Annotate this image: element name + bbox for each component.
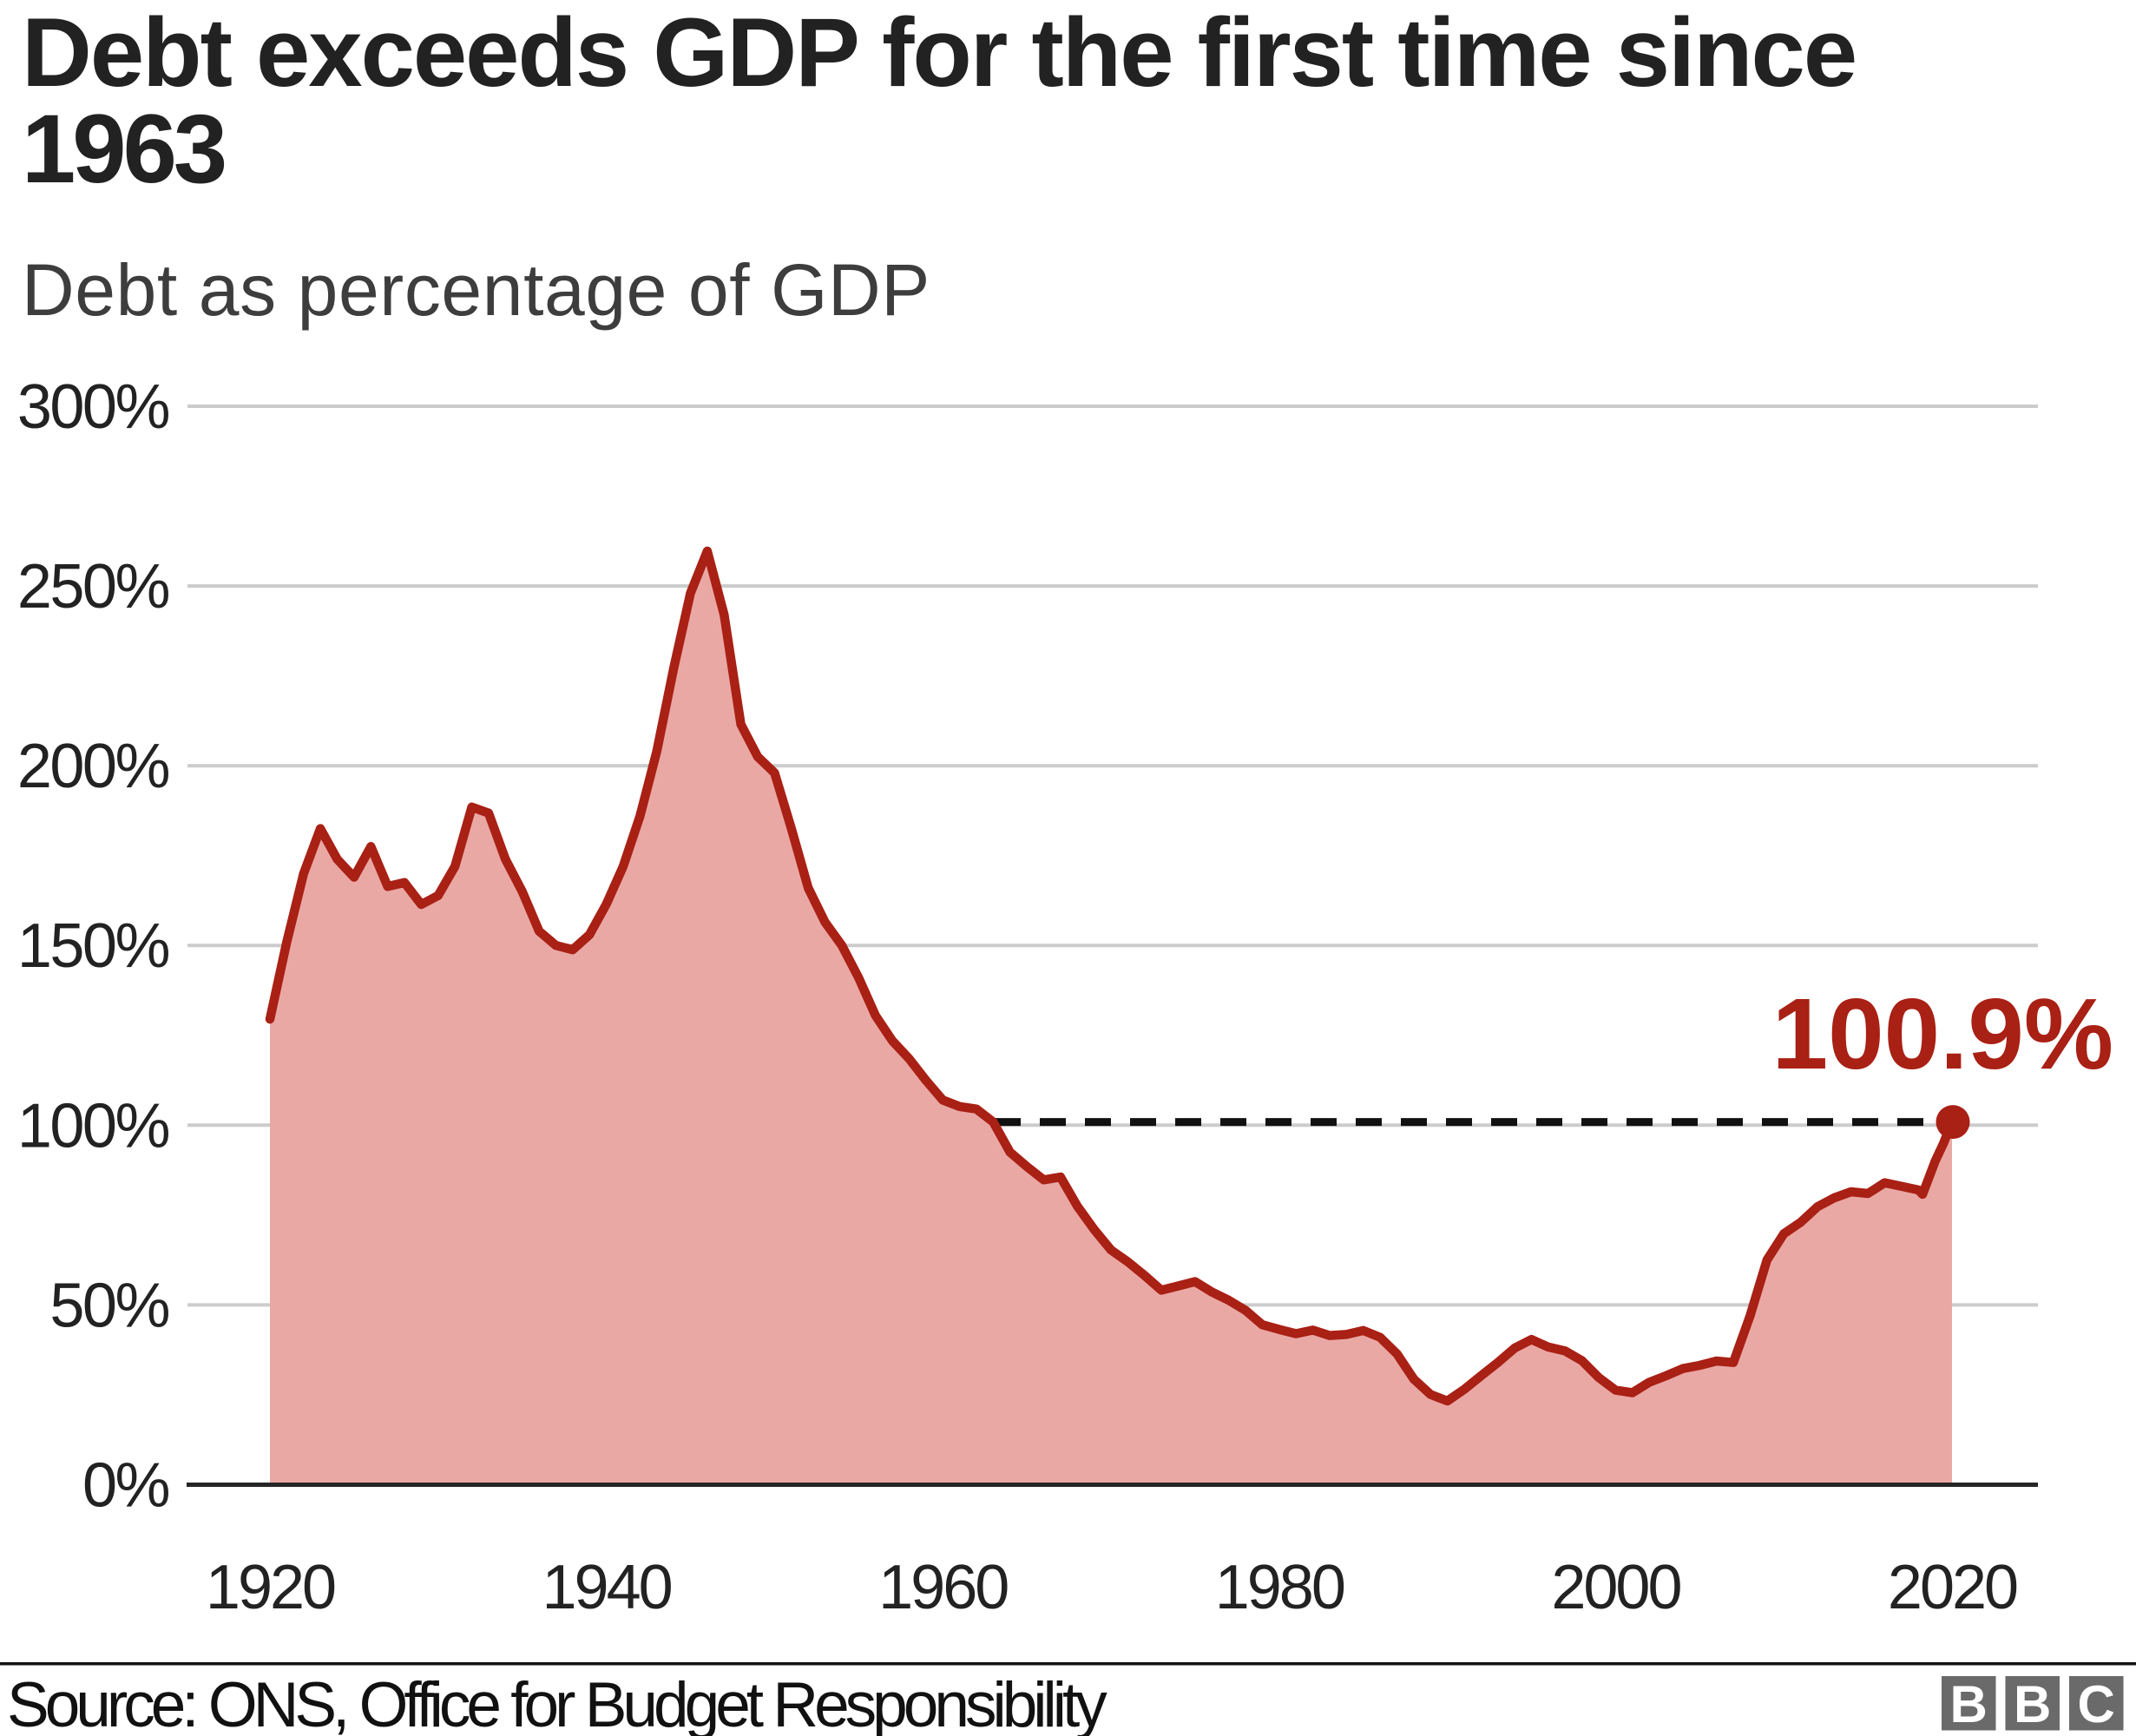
svg-text:150%: 150% bbox=[17, 911, 169, 981]
svg-text:Source: ONS, Office for Budget: Source: ONS, Office for Budget Responsib… bbox=[7, 1670, 1107, 1736]
svg-text:2020: 2020 bbox=[1888, 1553, 2017, 1622]
svg-text:300%: 300% bbox=[17, 372, 169, 442]
svg-text:B: B bbox=[2014, 1675, 2051, 1733]
svg-text:1940: 1940 bbox=[542, 1553, 672, 1622]
svg-text:1980: 1980 bbox=[1215, 1553, 1344, 1622]
svg-text:B: B bbox=[1950, 1675, 1988, 1733]
svg-text:50%: 50% bbox=[49, 1271, 168, 1340]
svg-text:100%: 100% bbox=[17, 1091, 169, 1161]
svg-text:200%: 200% bbox=[17, 732, 169, 801]
svg-text:1963: 1963 bbox=[22, 95, 225, 203]
svg-text:100.9%: 100.9% bbox=[1772, 977, 2113, 1090]
svg-text:2000: 2000 bbox=[1551, 1553, 1680, 1622]
svg-text:250%: 250% bbox=[17, 552, 169, 621]
svg-text:Debt as percentage of GDP: Debt as percentage of GDP bbox=[22, 249, 930, 331]
svg-text:1920: 1920 bbox=[206, 1553, 335, 1622]
svg-text:C: C bbox=[2078, 1675, 2115, 1733]
svg-text:Debt exceeds GDP for the first: Debt exceeds GDP for the first time sinc… bbox=[22, 0, 1856, 107]
svg-text:1960: 1960 bbox=[878, 1553, 1008, 1622]
svg-text:0%: 0% bbox=[82, 1451, 169, 1521]
